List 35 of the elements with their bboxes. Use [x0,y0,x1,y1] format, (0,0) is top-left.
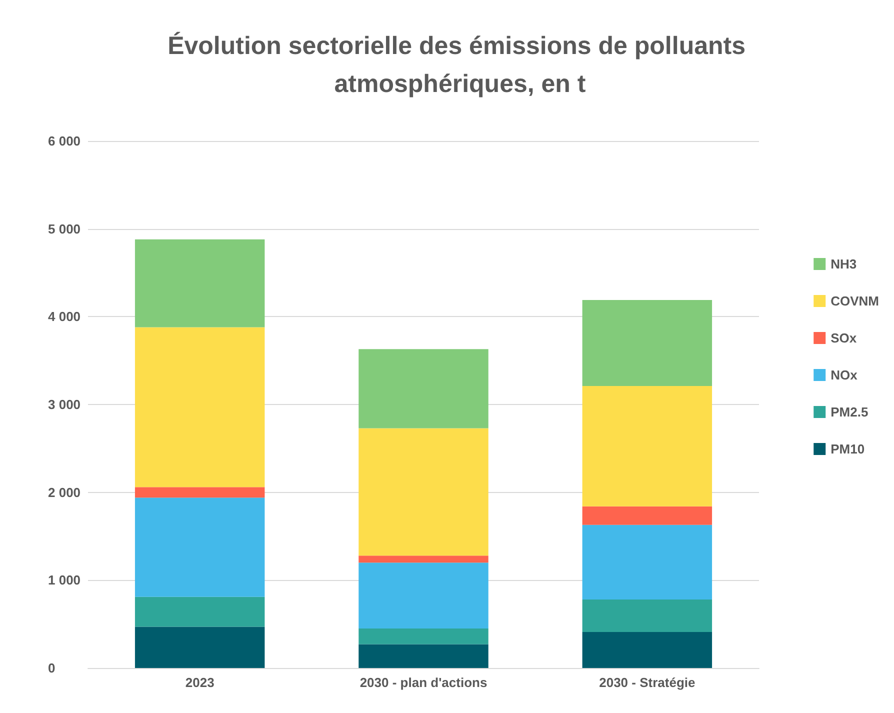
chart-title: Évolution sectorielle des émissions de polluants atmosphériques, en t [168,31,752,98]
bar [582,506,712,525]
bar [134,239,265,328]
bar [358,644,488,668]
bar [582,300,712,386]
y-tick-label: 3 000 [48,397,81,412]
bar [358,556,488,563]
x-tick-label: 2030 - plan d'actions [360,675,488,690]
bar [134,498,265,597]
legend-label: NOx [830,368,858,382]
bar [358,428,488,556]
bar [358,349,488,428]
bar [134,596,265,627]
legend-label: PM10 [830,442,865,456]
y-tick-label: 5 000 [48,221,81,236]
bar [134,626,265,668]
bar [134,487,265,498]
bar [582,632,712,668]
legend-label: COVNM [830,294,879,308]
legend-label: NH3 [830,256,857,272]
y-tick-label: 2 000 [48,484,81,500]
y-tick-label: 1 000 [48,572,81,588]
legend-label: SOx [830,330,858,346]
x-tick-label: 2030 - Stratégie [599,675,696,690]
y-tick-label: 4 000 [48,309,81,324]
bar [358,562,488,628]
bar [582,524,712,600]
y-tick-label: 6 000 [48,134,81,148]
bar [134,327,265,488]
bar [358,628,488,644]
bar [582,599,712,632]
bar [582,386,712,506]
x-tick-label: 2023 [185,675,214,690]
y-tick-label: 0 [48,660,56,676]
legend-label: PM2.5 [830,404,868,420]
